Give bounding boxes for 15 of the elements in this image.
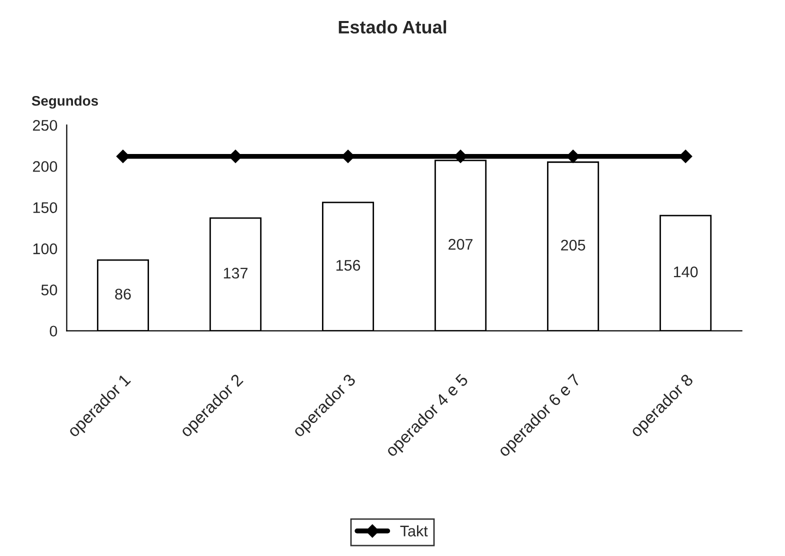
data-label: 207	[448, 238, 473, 250]
y-tick-label: 50	[41, 284, 58, 296]
chart-title: Estado Atual	[338, 20, 446, 34]
data-label: 137	[224, 268, 248, 279]
data-label: 140	[674, 266, 698, 278]
y-tick-label: 100	[33, 243, 58, 254]
y-tick-label: 200	[32, 161, 58, 172]
data-label: 156	[336, 260, 360, 271]
y-tick-label: 0	[50, 326, 58, 337]
data-label: 86	[115, 288, 131, 300]
y-axis-title: Segundos	[32, 96, 98, 109]
y-tick-label: 150	[33, 202, 58, 214]
legend-label: Takt	[400, 525, 428, 536]
data-label: 205	[561, 240, 586, 251]
y-tick-label: 250	[32, 120, 58, 131]
